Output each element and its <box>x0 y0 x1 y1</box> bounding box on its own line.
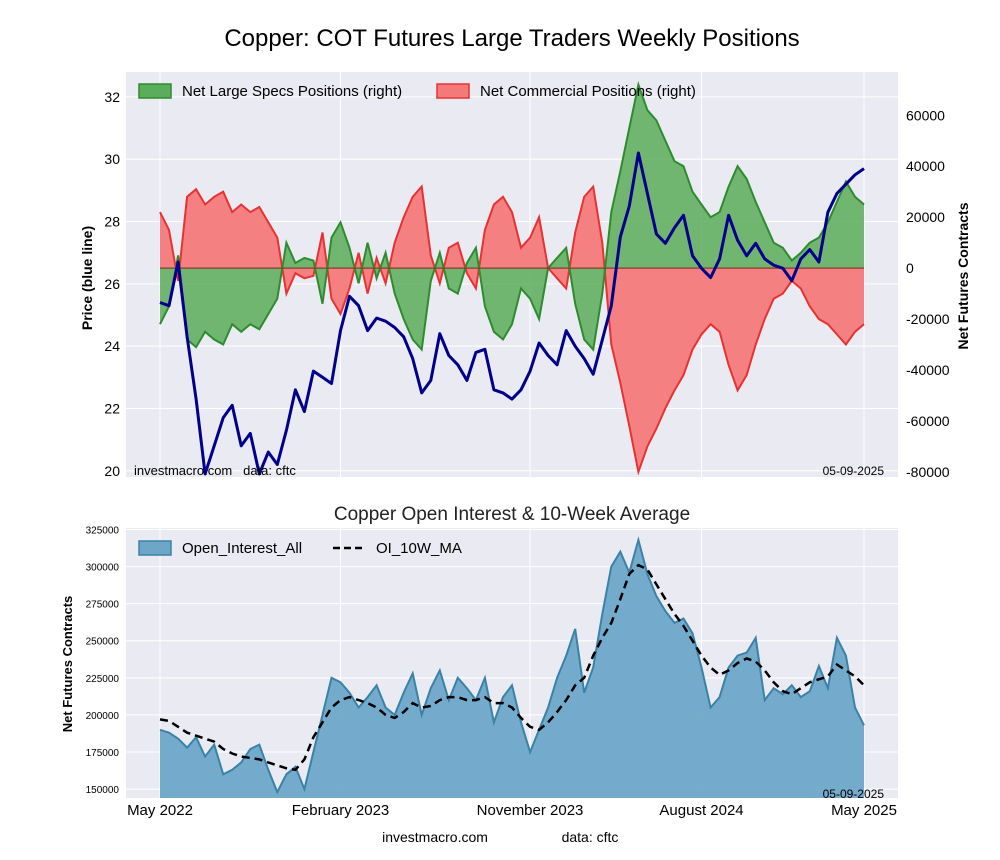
bottom-open-interest-area <box>159 536 865 798</box>
bottom-y-tick-label: 150000 <box>86 785 120 796</box>
specs-area <box>160 84 864 350</box>
bottom-y-tick-label: 300000 <box>86 563 120 574</box>
top-left-axis-label: Price (blue line) <box>79 226 95 330</box>
legend-label-ma: OI_10W_MA <box>376 540 462 557</box>
legend-swatch-specs <box>138 83 172 99</box>
left-tick-label: 30 <box>104 151 120 167</box>
left-tick-label: 32 <box>104 89 120 105</box>
right-tick-label: 0 <box>906 260 914 276</box>
right-tick-label: -40000 <box>906 362 950 378</box>
bottom-y-axis-label: Net Futures Contracts <box>60 596 75 733</box>
bottom-y-ticks: 150000 175000 200000 225000 250000 275000 3000… <box>86 525 120 796</box>
right-tick-label: -20000 <box>906 311 950 327</box>
legend-label-specs: Net Large Specs Positions (right) <box>182 83 402 100</box>
top-position-areas <box>159 81 865 476</box>
right-tick-label: -60000 <box>906 413 950 429</box>
footer-source: data: cftc <box>562 829 619 845</box>
bottom-date-label: 05-09-2025 <box>823 787 885 801</box>
commercial-area <box>160 186 864 472</box>
left-tick-label: 22 <box>104 400 120 416</box>
bottom-x-tick-label: February 2023 <box>292 802 390 819</box>
bottom-y-tick-label: 200000 <box>86 711 120 722</box>
bottom-y-tick-label: 325000 <box>86 525 120 536</box>
right-tick-label: 60000 <box>906 107 945 123</box>
left-tick-label: 24 <box>104 338 120 354</box>
chart-title: Copper: COT Futures Large Traders Weekly… <box>224 25 799 52</box>
bottom-y-tick-label: 275000 <box>86 600 120 611</box>
top-price-line <box>159 151 865 476</box>
top-left-ticks: 20 22 24 26 28 30 32 <box>104 89 120 479</box>
left-tick-label: 20 <box>104 463 120 479</box>
bottom-chart-title: Copper Open Interest & 10-Week Average <box>334 504 690 525</box>
bottom-x-ticks: May 2022 February 2023 November 2023 August… <box>127 802 897 819</box>
bottom-y-tick-label: 225000 <box>86 674 120 685</box>
right-tick-label: 40000 <box>906 158 945 174</box>
bottom-moving-average <box>159 563 865 772</box>
specs-line <box>159 81 865 352</box>
bottom-y-tick-label: 250000 <box>86 637 120 648</box>
ma-line <box>159 563 865 772</box>
commercial-line <box>159 184 865 476</box>
right-tick-label: -80000 <box>906 464 950 480</box>
open-interest-area <box>160 539 864 798</box>
left-tick-label: 26 <box>104 276 120 292</box>
right-tick-label: 20000 <box>906 209 945 225</box>
bottom-x-tick-label: May 2022 <box>127 802 193 819</box>
open-interest-line <box>159 536 865 795</box>
legend-label-commercial: Net Commercial Positions (right) <box>480 83 696 100</box>
bottom-x-tick-label: May 2025 <box>831 802 897 819</box>
bottom-x-tick-label: November 2023 <box>477 802 584 819</box>
top-legend: Net Large Specs Positions (right) Net Co… <box>138 83 696 100</box>
bottom-legend: Open_Interest_All OI_10W_MA <box>138 540 462 557</box>
footer-site: investmacro.com <box>382 829 488 845</box>
top-panel: 20 22 24 26 28 30 32 -80000 -60000 -40000 -20000 0… <box>79 72 971 480</box>
top-watermark: investmacro.com data: cftc <box>134 463 296 478</box>
top-right-axis-label: Net Futures Contracts <box>955 202 971 349</box>
bottom-y-tick-label: 175000 <box>86 748 120 759</box>
bottom-x-tick-label: August 2024 <box>659 802 743 819</box>
legend-swatch-open-interest <box>138 540 172 556</box>
price-line <box>159 151 865 476</box>
legend-label-open-interest: Open_Interest_All <box>182 540 302 557</box>
legend-swatch-commercial <box>436 83 470 99</box>
top-right-ticks: -80000 -60000 -40000 -20000 0 20000 40000 60000 <box>906 107 950 480</box>
top-date-label: 05-09-2025 <box>823 464 885 478</box>
bottom-panel: Copper Open Interest & 10-Week Average 1… <box>60 504 898 819</box>
left-tick-label: 28 <box>104 214 120 230</box>
